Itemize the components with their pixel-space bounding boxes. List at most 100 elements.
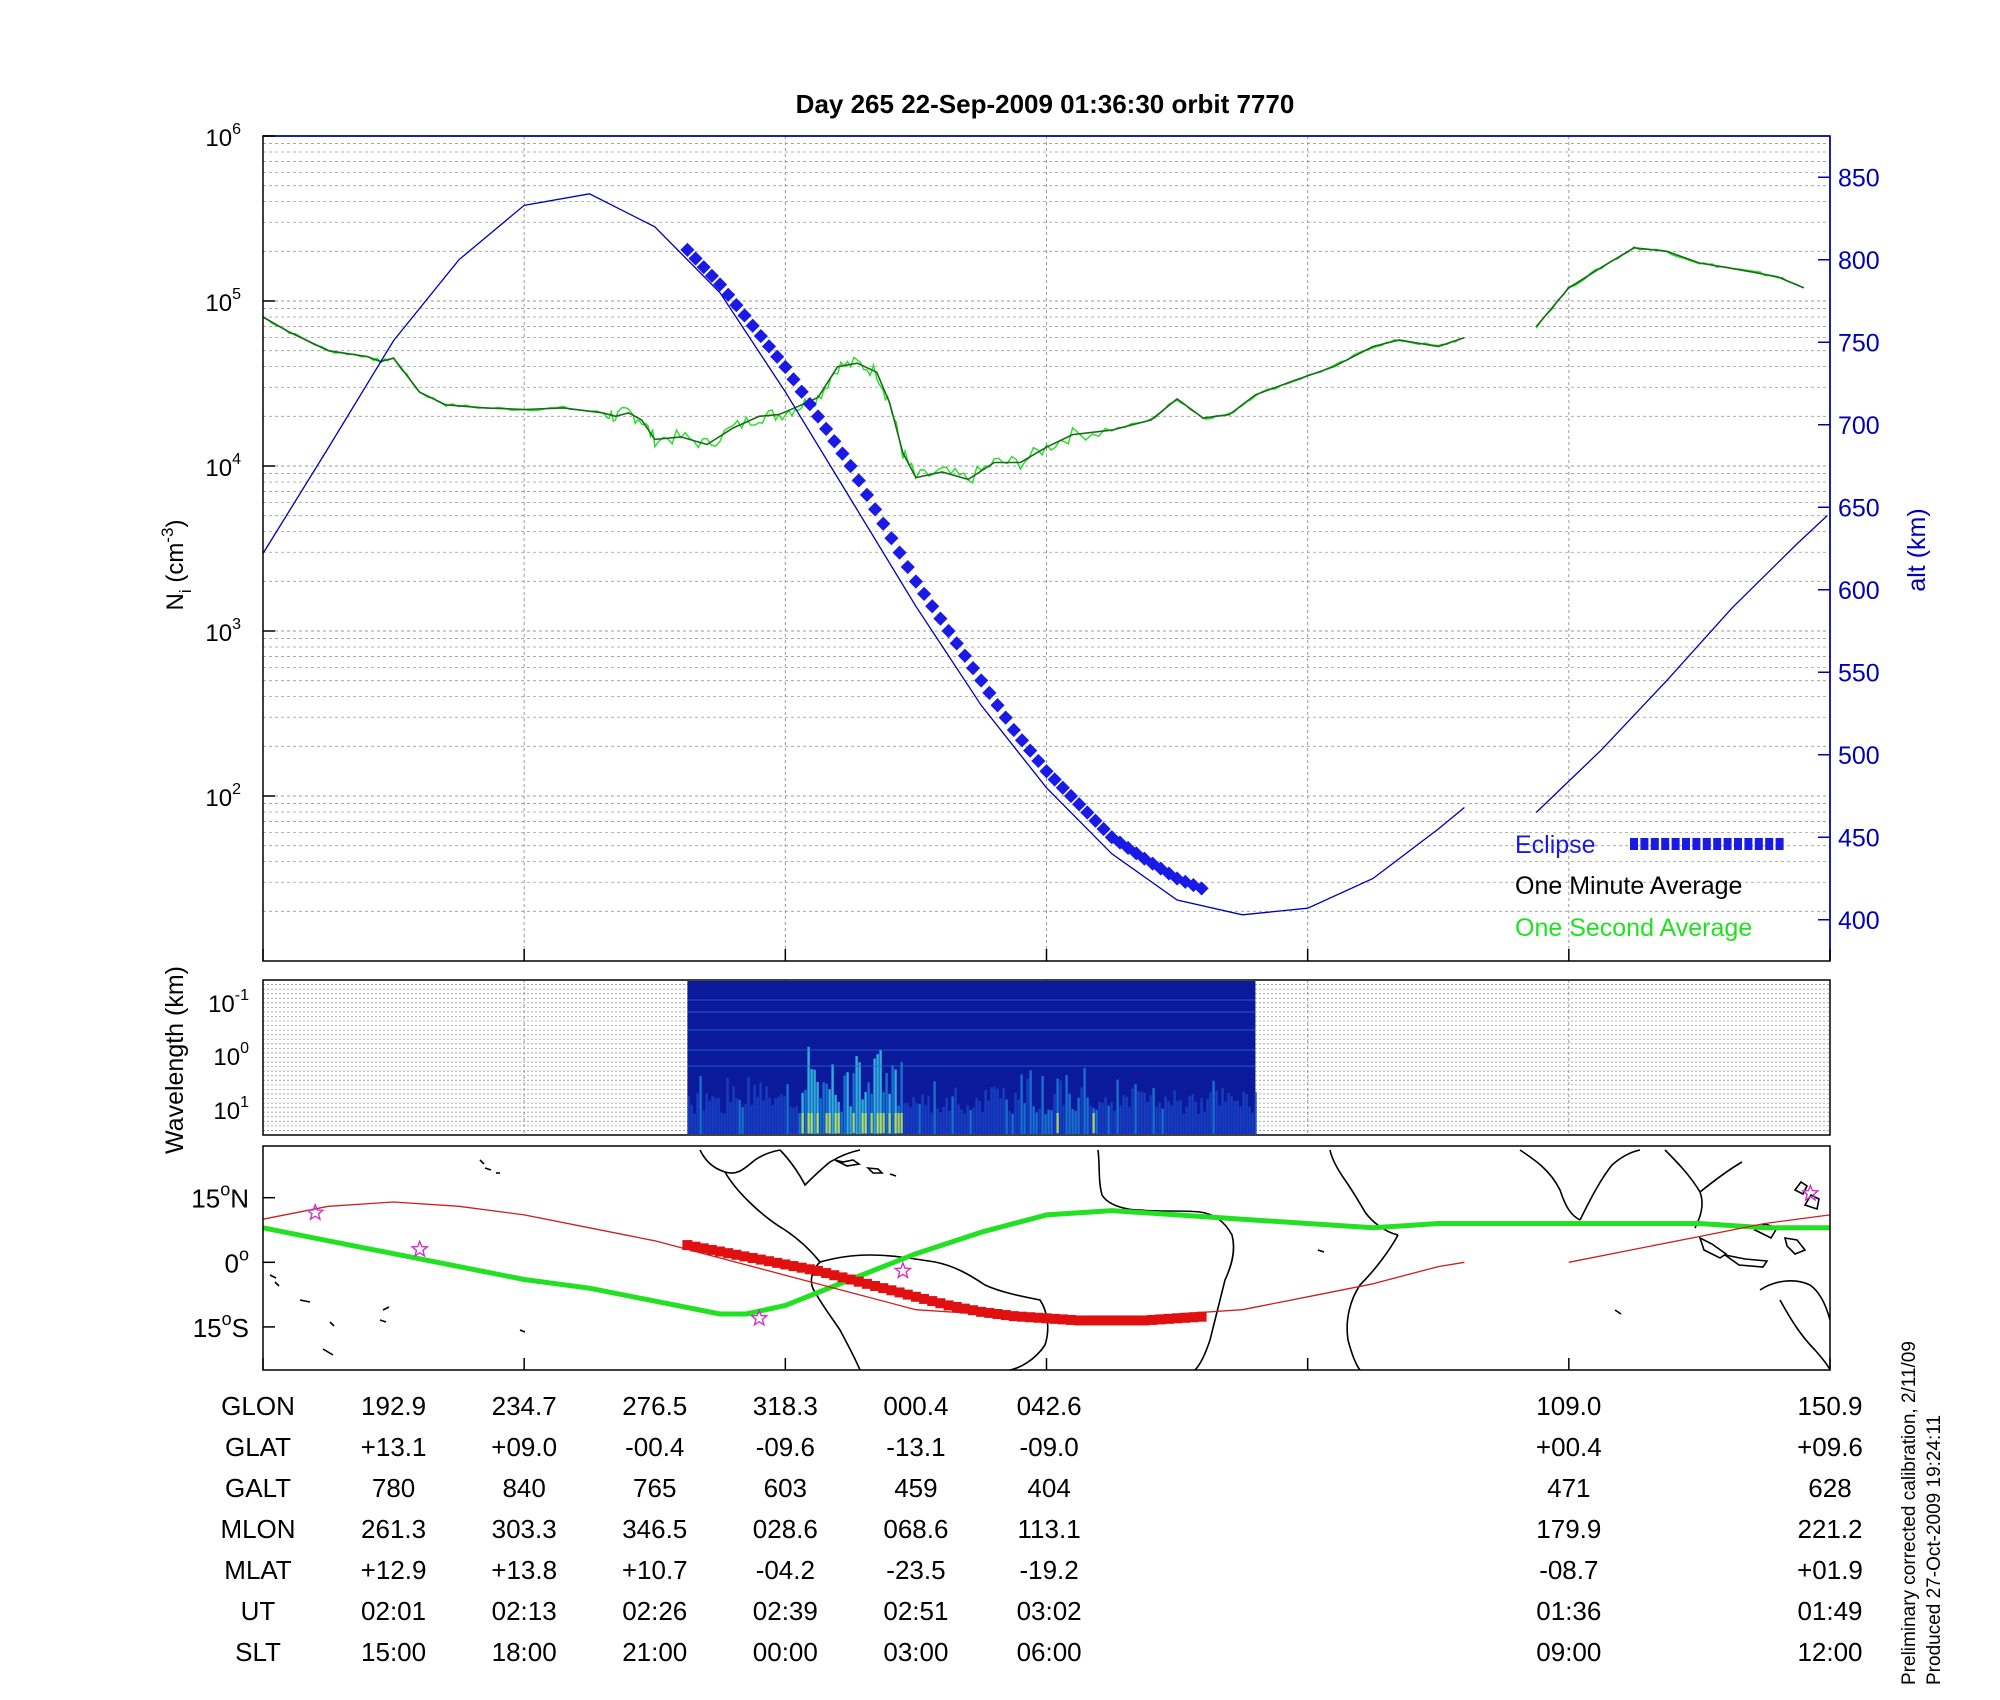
eclipse-marker (721, 287, 736, 302)
eclipse-marker (933, 611, 948, 626)
spectrogram-column (1155, 1106, 1158, 1134)
spectrogram-column (912, 1097, 915, 1134)
map-eclipse-marker (772, 1257, 783, 1268)
map-eclipse-marker (1172, 1313, 1183, 1324)
spectrogram-column (987, 1100, 990, 1134)
spectrogram-column (915, 1102, 918, 1134)
spectrogram-column (1032, 1106, 1035, 1134)
spectrogram-peak (888, 1113, 891, 1133)
table-cell: 028.6 (753, 1514, 818, 1544)
eclipse-marker (827, 434, 842, 449)
map-eclipse-marker (1131, 1315, 1142, 1326)
spectrogram-column (1161, 1108, 1164, 1134)
wavelength-panel: 10-1 100 101 Wavelength (km) (161, 966, 1831, 1154)
table-cell: 303.3 (492, 1514, 557, 1544)
eclipse-marker (819, 421, 834, 436)
spectrogram-column (789, 1106, 792, 1134)
table-cell: 234.7 (492, 1391, 557, 1421)
spectrogram-column (879, 1050, 882, 1134)
wavelength-tick-label: 101 (213, 1094, 249, 1125)
spectrogram-column (885, 1073, 888, 1134)
spectrogram-column (1104, 1097, 1107, 1134)
map-eclipse-marker (747, 1253, 758, 1263)
eclipse-marker (1006, 722, 1021, 738)
spectrogram-column (1062, 1105, 1065, 1134)
spectrogram-column (1074, 1110, 1077, 1134)
spectrogram-column (1212, 1080, 1215, 1134)
map-eclipse-marker (764, 1256, 775, 1267)
map-eclipse-marker (951, 1302, 962, 1312)
spectrogram-column (930, 1112, 933, 1134)
density-tick-label: 106 (205, 121, 241, 152)
eclipse-marker (1096, 821, 1111, 837)
spectrogram-column (693, 1113, 696, 1134)
table-cell: +10.7 (622, 1555, 688, 1585)
eclipse-marker (1047, 772, 1062, 787)
table-cell: 12:00 (1797, 1637, 1862, 1667)
altitude-tick-label: 800 (1838, 247, 1880, 275)
wavelength-grid (262, 980, 1831, 1135)
wavelength-tick-label: 100 (213, 1040, 249, 1071)
altitude-tick-label: 850 (1838, 164, 1880, 192)
spectrogram-column (918, 1103, 921, 1134)
wavelength-tick-label: 10-1 (208, 987, 249, 1018)
legend-eclipse-square (1671, 838, 1680, 850)
spectrogram-peak (834, 1113, 837, 1133)
spectrogram-column (1236, 1100, 1239, 1134)
altitude-tick-label: 700 (1838, 412, 1880, 440)
table-cell: -23.5 (886, 1555, 945, 1585)
spectrogram-column (1215, 1090, 1218, 1134)
spectrogram-column (1251, 1112, 1254, 1134)
spectrogram-column (1203, 1111, 1206, 1134)
spectrogram-column (960, 1109, 963, 1134)
table-cell: +13.1 (361, 1432, 427, 1462)
map-eclipse-marker (755, 1254, 766, 1265)
spectrogram-column (813, 1069, 816, 1134)
map-eclipse-marker (698, 1243, 709, 1254)
spectrogram-column (807, 1046, 810, 1134)
table-cell: 042.6 (1017, 1391, 1082, 1421)
spectrogram-column (741, 1107, 744, 1134)
table-cell: 192.9 (361, 1391, 426, 1421)
table-cell: 02:39 (753, 1596, 818, 1626)
spectrogram-peak (816, 1113, 819, 1133)
eclipse-marker (1031, 753, 1046, 769)
eclipse-marker (737, 308, 752, 323)
spectrogram-column (1122, 1095, 1125, 1134)
altitude-tick-label: 750 (1838, 329, 1880, 357)
table-cell: 03:00 (883, 1637, 948, 1667)
map-eclipse-marker (829, 1270, 840, 1281)
spectrogram-column (972, 1107, 975, 1134)
spectrogram-column (1077, 1097, 1080, 1134)
table-cell: 01:36 (1536, 1596, 1601, 1626)
table-cell: +12.9 (361, 1555, 427, 1585)
chart-title: Day 265 22-Sep-2009 01:36:30 orbit 7770 (796, 89, 1295, 119)
spectrogram-column (729, 1101, 732, 1134)
table-row-label: GALT (225, 1473, 291, 1503)
spectrogram-column (846, 1072, 849, 1134)
spectrogram-column (1176, 1101, 1179, 1134)
spectrogram-column (804, 1089, 807, 1134)
spectrogram-column (759, 1082, 762, 1134)
spectrogram-peak (870, 1113, 873, 1133)
table-cell: 471 (1547, 1473, 1590, 1503)
one-minute-average-line (262, 316, 1465, 481)
spectrogram-peak (900, 1113, 903, 1133)
table-row-label: MLON (220, 1514, 295, 1544)
map-eclipse-marker (1049, 1313, 1060, 1324)
spectrogram-column (927, 1095, 930, 1134)
spectrogram-column (1047, 1109, 1050, 1134)
map-eclipse-marker (780, 1259, 791, 1270)
spectrogram-column (1173, 1090, 1176, 1134)
table-cell: 03:02 (1017, 1596, 1082, 1626)
eclipse-marker (949, 636, 964, 651)
table-cell: +01.9 (1797, 1555, 1863, 1585)
spectrogram-column (810, 1069, 813, 1134)
eclipse-marker (770, 349, 785, 364)
spectrogram-peak (828, 1113, 831, 1133)
eclipse-marker (1055, 780, 1070, 795)
eclipse-marker (900, 559, 915, 575)
spectrogram-column (1050, 1110, 1053, 1134)
map-eclipse-marker (1008, 1311, 1019, 1322)
table-cell: 628 (1808, 1473, 1851, 1503)
